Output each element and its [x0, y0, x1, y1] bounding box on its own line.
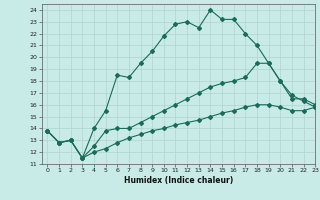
X-axis label: Humidex (Indice chaleur): Humidex (Indice chaleur)	[124, 176, 233, 185]
